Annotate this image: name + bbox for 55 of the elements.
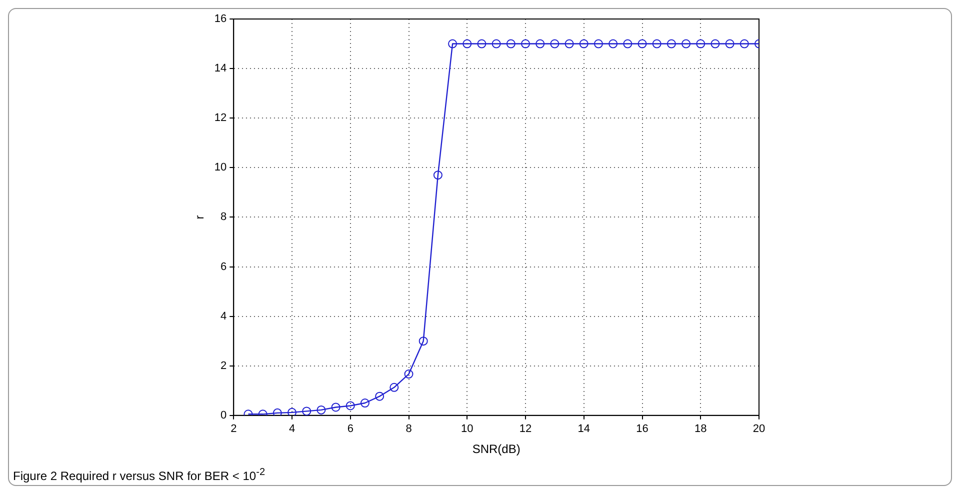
x-axis-title: SNR(dB) xyxy=(472,442,520,456)
point xyxy=(608,39,618,48)
y-tick-label: 10 xyxy=(214,162,227,174)
point xyxy=(331,402,340,412)
x-tick-label: 10 xyxy=(461,423,474,436)
point xyxy=(506,39,516,48)
y-tick-label: 14 xyxy=(214,62,227,75)
point xyxy=(316,405,326,414)
x-tick-label: 8 xyxy=(406,423,412,436)
y-tick-label: 4 xyxy=(220,310,227,322)
point xyxy=(564,39,574,48)
point xyxy=(682,39,691,48)
point xyxy=(492,39,501,48)
y-tick-label: 12 xyxy=(214,112,227,124)
y-tick-label: 0 xyxy=(220,409,227,422)
y-tick-label: 2 xyxy=(220,360,227,372)
point xyxy=(666,39,676,48)
point xyxy=(638,39,647,48)
x-tick-label: 12 xyxy=(519,423,532,436)
point xyxy=(740,39,749,48)
point xyxy=(521,39,530,48)
x-tick-label: 14 xyxy=(578,423,590,436)
point xyxy=(550,39,560,48)
point xyxy=(536,39,545,48)
point xyxy=(710,39,720,48)
x-tick-label: 2 xyxy=(230,423,237,436)
y-tick-label: 6 xyxy=(220,260,227,273)
point xyxy=(725,39,734,48)
y-axis-title: r xyxy=(192,215,207,220)
point xyxy=(652,39,662,48)
point xyxy=(375,392,384,401)
point xyxy=(477,39,486,48)
x-tick-label: 6 xyxy=(347,423,354,436)
point xyxy=(433,170,442,180)
caption: Figure 2 Required r versus SNR for BER < 10$^{-2}$ xyxy=(13,467,266,483)
x-tick-label: 20 xyxy=(752,423,766,436)
x-tick-label: 16 xyxy=(636,423,648,436)
point xyxy=(302,406,312,416)
point xyxy=(579,39,588,48)
x-tick-label: 4 xyxy=(288,423,296,436)
point xyxy=(390,382,399,392)
point xyxy=(346,401,355,410)
point xyxy=(623,39,632,48)
point xyxy=(288,408,297,416)
point xyxy=(696,39,706,48)
y-tick-label: 16 xyxy=(214,13,227,26)
x-tick-label: 18 xyxy=(694,423,707,436)
point xyxy=(594,39,603,48)
y-tick-label: 8 xyxy=(220,211,227,224)
point xyxy=(404,370,414,379)
point xyxy=(272,408,282,416)
point xyxy=(360,398,370,408)
point xyxy=(418,336,428,346)
point xyxy=(448,39,458,48)
point xyxy=(462,39,472,48)
